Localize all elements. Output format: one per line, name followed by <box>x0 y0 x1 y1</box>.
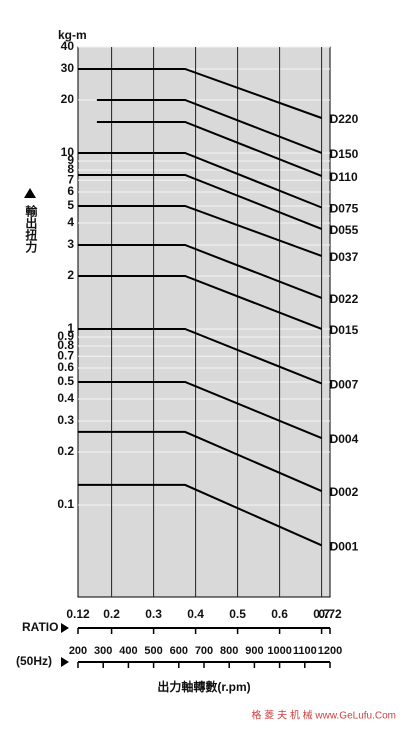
x2-tick-label: 600 <box>170 645 188 657</box>
x2-tick-label: 300 <box>94 645 112 657</box>
y-tick-label: 0.7 <box>57 348 74 362</box>
y-tick-label: 5 <box>67 198 74 212</box>
series-label: D022 <box>330 292 359 306</box>
y-unit: kg-m <box>58 28 87 42</box>
y-tick-label: 6 <box>67 184 74 198</box>
y-tick-label: 40 <box>61 39 75 53</box>
x-tick-label: 0.6 <box>271 607 288 621</box>
series-label: D002 <box>330 485 359 499</box>
y-tick-label: 30 <box>61 61 75 75</box>
y-tick-label: 8 <box>67 162 74 176</box>
series-line <box>78 243 322 299</box>
series-label: D055 <box>330 223 359 237</box>
y-tick-label: 2 <box>67 268 74 282</box>
x-tick-label: 0.5 <box>229 607 246 621</box>
x-tick-label: 0.2 <box>103 607 120 621</box>
series-label: D015 <box>330 323 359 337</box>
x-tick-label: 0.7 <box>313 607 330 621</box>
series-line <box>78 67 322 119</box>
y-tick-label: 10 <box>61 145 75 159</box>
x-tick-label: 0.3 <box>145 607 162 621</box>
y-tick-label: 0.9 <box>57 329 74 343</box>
y-tick-label: 0.6 <box>57 360 74 374</box>
watermark: 格 菱 夫 机 械 www.GeLufu.Com <box>252 709 396 722</box>
x2-arrow <box>61 657 69 667</box>
series-label: D037 <box>330 250 359 264</box>
y-tick-label: 7 <box>67 172 74 186</box>
y-tick-label: 0.8 <box>57 338 74 352</box>
series-label: D220 <box>330 112 359 126</box>
x2-tick-label: 500 <box>144 645 162 657</box>
x2-tick-label: 900 <box>245 645 263 657</box>
y-tick-label: 0.3 <box>57 413 74 427</box>
series-line <box>96 98 322 154</box>
series-label: D110 <box>330 170 358 184</box>
y-tick-label: 0.4 <box>57 391 74 405</box>
x2-tick-label: 1000 <box>267 645 291 657</box>
series-line <box>78 274 322 330</box>
series-label: D001 <box>330 539 359 553</box>
y-arrow <box>24 188 36 198</box>
series-line <box>78 204 322 257</box>
x2-tick-label: 1200 <box>318 645 342 657</box>
x2-axis-title: (50Hz) <box>16 654 52 668</box>
x2-tick-label: 800 <box>220 645 238 657</box>
y-tick-label: 3 <box>67 237 74 251</box>
series-line <box>78 327 322 385</box>
series-line <box>78 380 322 439</box>
x-arrow <box>61 623 69 633</box>
y-tick-label: 20 <box>61 92 75 106</box>
series-label: D075 <box>330 202 359 216</box>
y-axis-title: 輸出扭力 <box>24 204 38 254</box>
y-tick-label: 4 <box>67 215 74 229</box>
x-tick-label: 0.12 <box>66 607 90 621</box>
y-tick-label: 0.1 <box>57 497 74 511</box>
series-line <box>96 120 322 177</box>
series-label: D150 <box>330 147 359 161</box>
series-line <box>78 430 322 492</box>
x2-axis-subtitle: 出力軸轉數(r.pm) <box>157 679 250 694</box>
y-tick-label: 1 <box>67 321 74 335</box>
x2-tick-label: 400 <box>119 645 137 657</box>
series-label: D004 <box>330 432 359 446</box>
x-tick-label: 0.72 <box>318 607 342 621</box>
x2-tick-label: 200 <box>69 645 87 657</box>
x2-tick-label: 700 <box>195 645 213 657</box>
series-label: D007 <box>330 378 359 392</box>
series-line <box>78 483 323 547</box>
x-tick-label: 0.4 <box>187 607 204 621</box>
y-tick-label: 9 <box>67 153 74 167</box>
x2-tick-label: 1100 <box>293 645 317 657</box>
series-line <box>78 151 322 209</box>
series-line <box>78 173 322 230</box>
x-axis-title: RATIO <box>22 620 58 634</box>
y-tick-label: 0.2 <box>57 444 74 458</box>
y-tick-label: 0.5 <box>57 374 74 388</box>
